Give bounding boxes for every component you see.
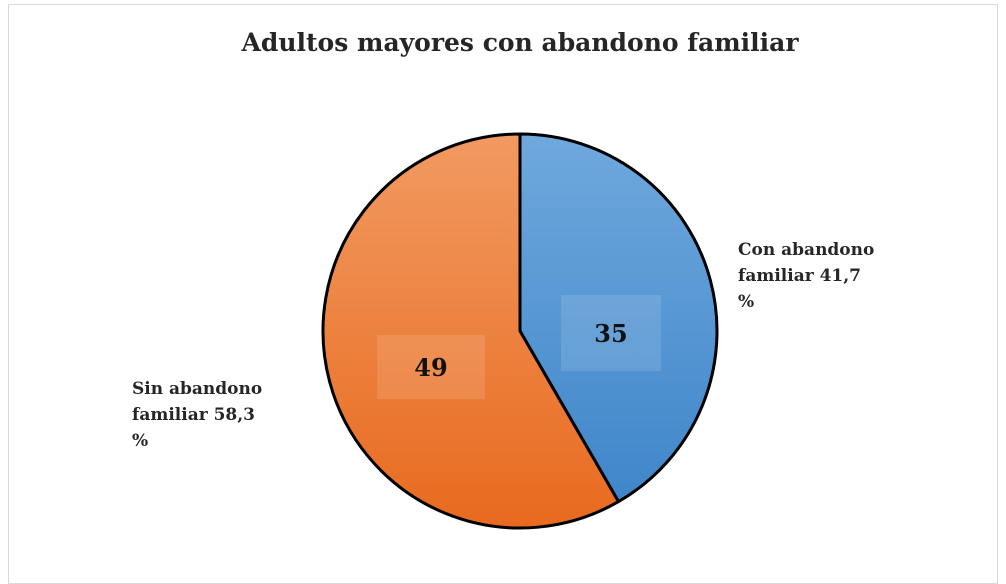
pie-slice	[518, 132, 719, 504]
category-labels: Con abandono familiar 41,7 % Sin abandono fa…	[132, 240, 874, 451]
value-label-box	[377, 335, 485, 399]
pie-slices	[321, 132, 719, 530]
chart-title: Adultos mayores con abandono familiar	[240, 28, 799, 57]
pie-slice	[321, 132, 620, 530]
slice-category-label-line: Sin abandono	[132, 379, 262, 399]
slice-value-label: 49	[414, 353, 447, 382]
slice-value-label: 35	[594, 319, 627, 348]
slice-category-label-line: familiar 58,3	[132, 405, 255, 425]
pie-chart: Adultos mayores con abandono familiar 35…	[132, 28, 874, 530]
slice-category-label: Con abandono familiar 41,7%	[738, 240, 874, 312]
value-label-box	[561, 295, 661, 371]
chart-area: Adultos mayores con abandono familiar 35…	[8, 4, 998, 584]
value-labels: 35 49	[377, 295, 661, 399]
slice-category-label-line: %	[738, 292, 754, 312]
slice-category-label-line: %	[132, 431, 148, 451]
slice-category-label: Sin abandono familiar 58,3%	[132, 379, 262, 451]
slice-category-label-line: Con abandono	[738, 240, 874, 260]
slice-category-label-line: familiar 41,7	[738, 266, 861, 286]
